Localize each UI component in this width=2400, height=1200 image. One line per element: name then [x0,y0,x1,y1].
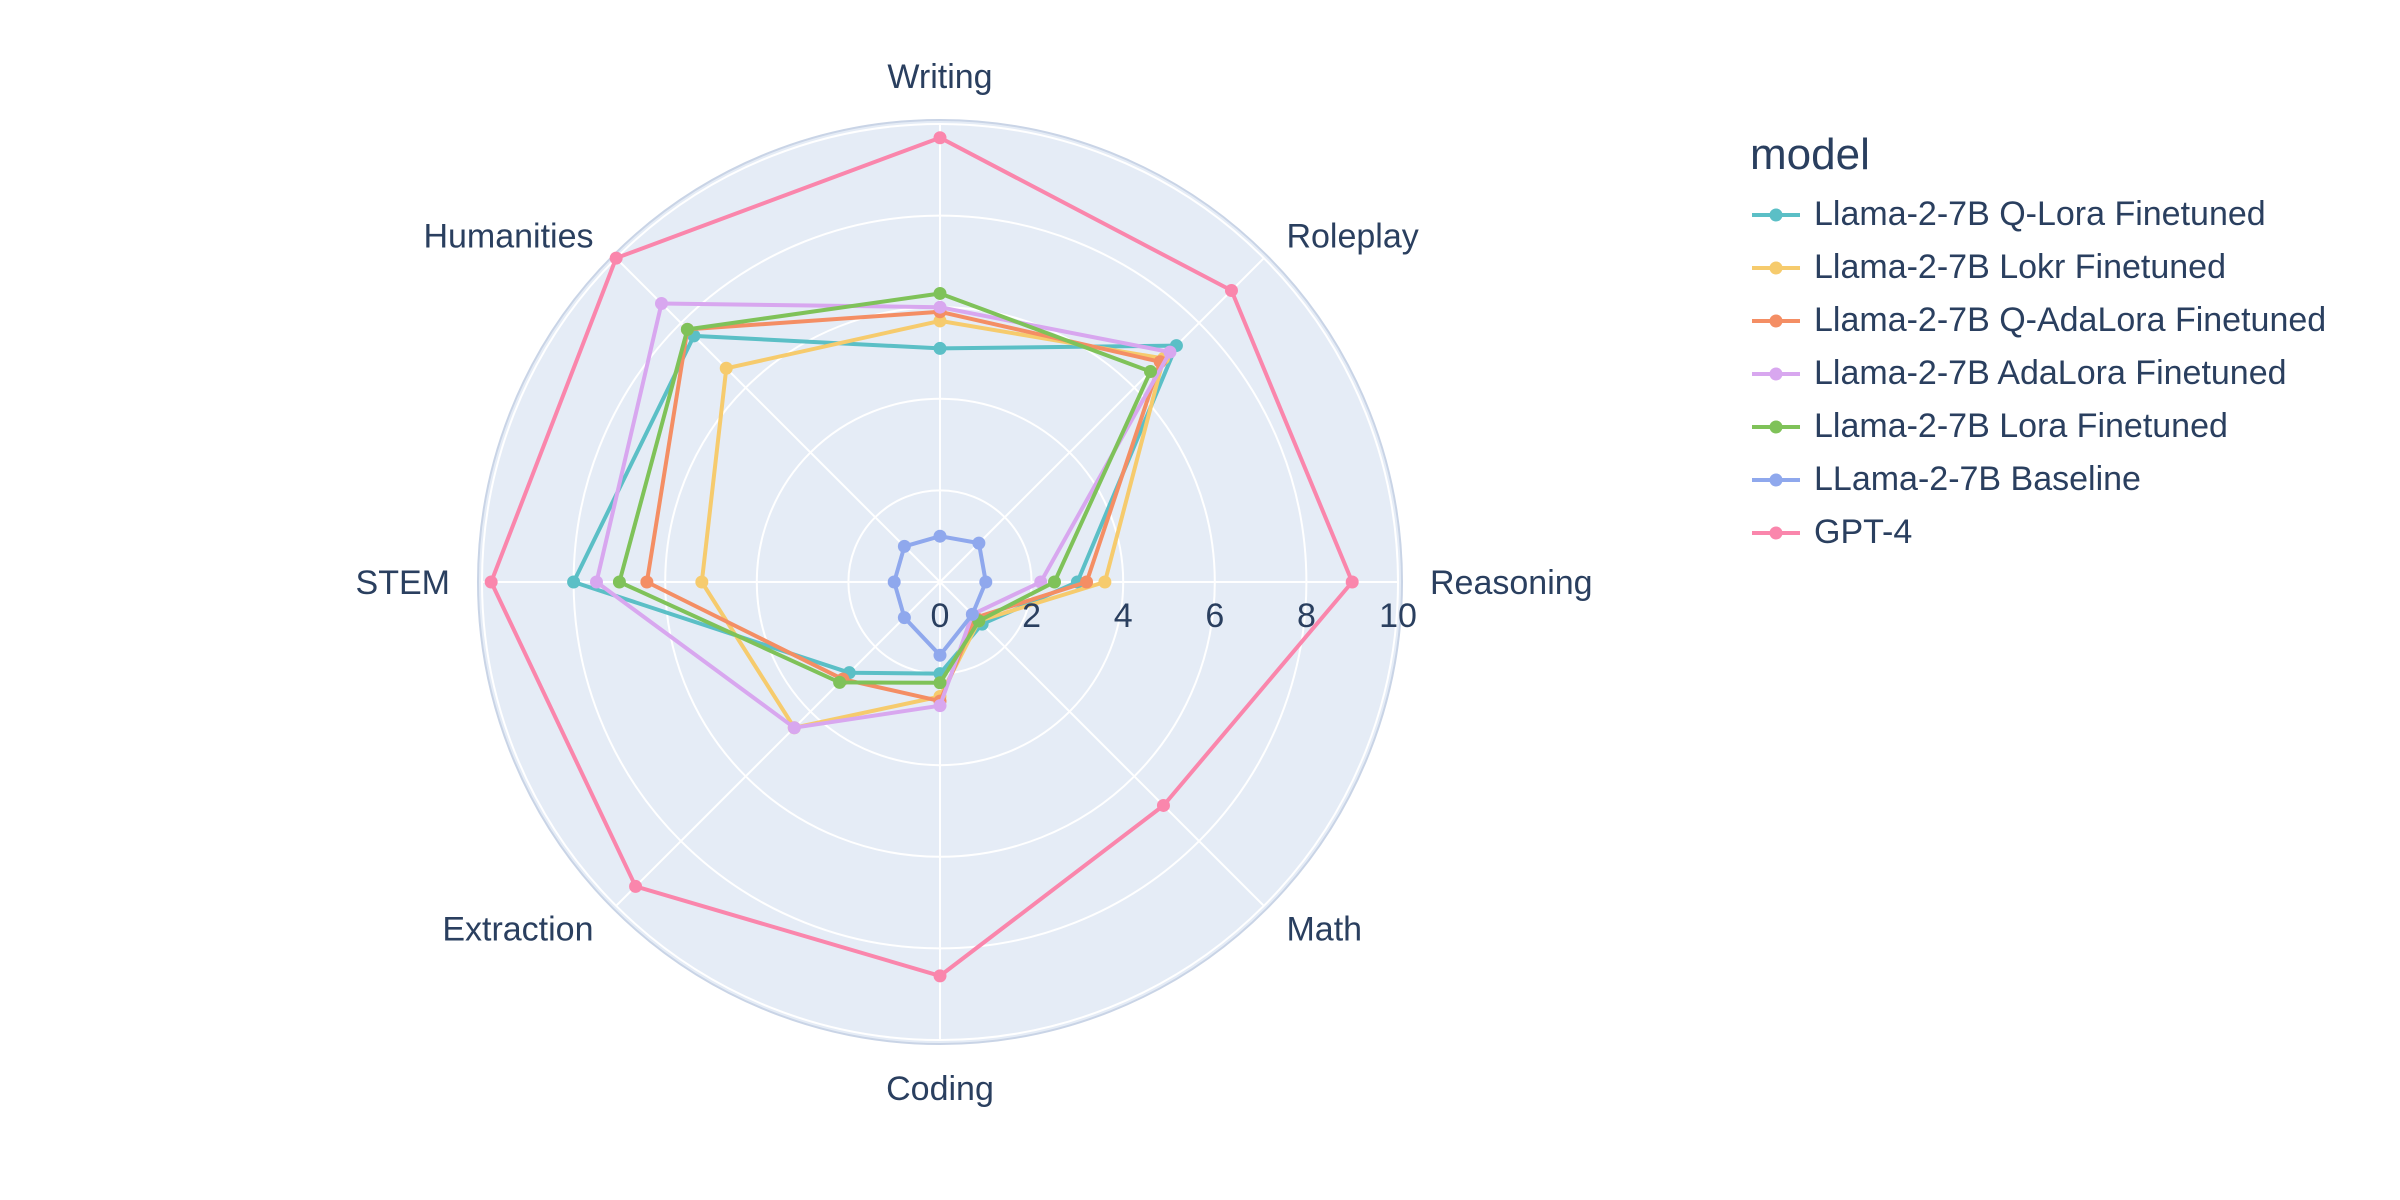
legend-swatch [1752,208,1800,221]
legend-label: Llama-2-7B AdaLora Finetuned [1814,354,2287,392]
legend-swatch [1752,314,1800,327]
data-point [972,536,986,550]
axis-label: Reasoning [1430,564,1593,602]
data-point [590,575,603,589]
legend-swatch [1752,261,1800,274]
data-point [1163,345,1177,359]
grid-spoke [615,257,941,583]
axis-label: STEM [356,564,450,602]
legend-items: Llama-2-7B Q-Lora Finetuned Llama-2-7B Lo… [1750,188,2326,559]
radial-tick-label: 2 [1022,597,1041,635]
legend-label: Llama-2-7B Lora Finetuned [1814,407,2228,445]
data-point [933,286,947,300]
legend-swatch [1752,420,1800,433]
data-point [680,322,694,336]
data-point [897,539,911,553]
axis-label: Humanities [423,218,593,256]
legend-label: LLama-2-7B Baseline [1814,460,2141,498]
radial-tick-label: 4 [1114,597,1133,635]
data-point [933,131,947,145]
data-point [567,575,581,589]
legend-item[interactable]: GPT-4 [1750,506,2326,559]
radial-tick-label: 0 [931,597,950,635]
radial-tick-label: 8 [1297,597,1316,635]
data-point [933,699,947,713]
legend-item[interactable]: Llama-2-7B Lora Finetuned [1750,400,2326,453]
data-point [833,675,847,689]
legend-item[interactable]: LLama-2-7B Baseline [1750,453,2326,506]
series-group [612,286,1158,690]
data-point [1080,575,1094,589]
grid-spoke [939,581,1265,907]
data-point [484,575,498,589]
data-point [1098,575,1112,589]
axis-label: Writing [887,58,992,96]
legend-label: Llama-2-7B Lokr Finetuned [1814,248,2227,286]
axis-label: Roleplay [1286,218,1418,256]
legend: model Llama-2-7B Q-Lora Finetuned Llama-2… [1750,130,2326,559]
axis-label: Coding [886,1070,994,1108]
data-point [612,575,626,589]
data-point [1345,575,1359,589]
legend-swatch [1752,526,1800,539]
legend-swatch [1752,367,1800,380]
data-point [933,648,947,662]
legend-item[interactable]: Llama-2-7B Lokr Finetuned [1750,241,2326,294]
data-point [609,251,623,265]
data-point [979,575,993,589]
axis-labels: 0 2 4 6 8 10 Writing Roleplay Reasoning Math Codin… [356,58,1593,1108]
data-point [654,296,668,310]
legend-label: Llama-2-7B Q-AdaLora Finetuned [1814,301,2327,339]
grid-spoke [615,581,941,907]
data-point [933,314,947,328]
data-point [933,676,947,690]
data-point [1144,364,1158,378]
data-point [640,575,654,589]
series-group [887,529,993,662]
data-point [887,575,901,589]
series-layer [484,131,1359,983]
legend-item[interactable]: Llama-2-7B AdaLora Finetuned [1750,347,2326,400]
data-point [933,969,947,983]
axis-label: Extraction [442,910,593,948]
data-point [629,879,643,893]
data-point [787,721,801,735]
series-group [484,131,1359,983]
data-point [1224,284,1238,298]
legend-label: GPT-4 [1814,513,1913,551]
data-point [1156,798,1170,812]
data-point [897,611,911,625]
data-point [933,341,947,355]
grid-spoke [939,257,1265,583]
data-point [965,607,979,621]
legend-item[interactable]: Llama-2-7B Q-AdaLora Finetuned [1750,294,2326,347]
legend-label: Llama-2-7B Q-Lora Finetuned [1814,195,2266,233]
data-point [1048,575,1061,589]
axis-label: Math [1286,910,1362,948]
data-point [719,361,733,375]
legend-title: model [1750,130,1870,179]
data-point [695,575,709,589]
data-point [933,529,947,543]
radial-tick-label: 6 [1205,597,1224,635]
legend-swatch [1752,473,1800,486]
data-point [933,300,947,314]
legend-item[interactable]: Llama-2-7B Q-Lora Finetuned [1750,188,2326,241]
radial-tick-label: 10 [1379,597,1417,635]
